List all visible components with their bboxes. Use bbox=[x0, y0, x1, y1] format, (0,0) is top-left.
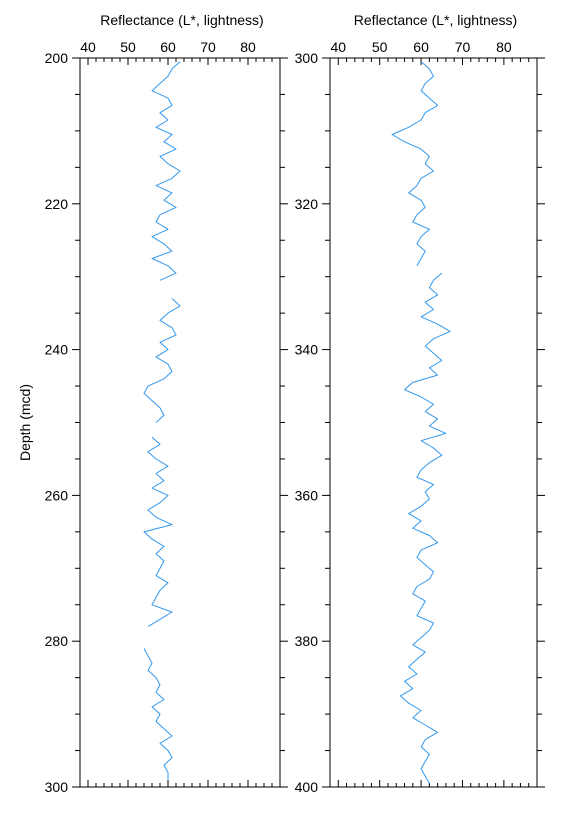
x-tick-label: 40 bbox=[80, 39, 96, 55]
x-tick-label: 60 bbox=[160, 39, 176, 55]
x-tick-label: 80 bbox=[496, 39, 512, 55]
y-tick-label: 380 bbox=[295, 633, 319, 649]
y-axis-title: Depth (mcd) bbox=[17, 384, 33, 461]
x-tick-label: 40 bbox=[330, 39, 346, 55]
y-tick-label: 260 bbox=[45, 487, 69, 503]
y-tick-label: 400 bbox=[295, 779, 319, 795]
x-tick-label: 80 bbox=[240, 39, 256, 55]
y-tick-label: 300 bbox=[295, 50, 319, 66]
reflectance-trace bbox=[143, 648, 173, 780]
y-tick-label: 340 bbox=[295, 342, 319, 358]
y-tick-label: 240 bbox=[45, 342, 69, 358]
reflectance-trace bbox=[143, 436, 173, 628]
x-tick-label: 50 bbox=[120, 39, 136, 55]
x-tick-label: 70 bbox=[200, 39, 216, 55]
x-axis-title: Reflectance (L*, lightness) bbox=[354, 12, 517, 28]
plot-frame bbox=[79, 57, 281, 788]
y-tick-label: 300 bbox=[45, 779, 69, 795]
x-axis-title: Reflectance (L*, lightness) bbox=[100, 12, 263, 28]
y-tick-label: 320 bbox=[295, 196, 319, 212]
y-tick-label: 200 bbox=[45, 50, 69, 66]
reflectance-trace bbox=[151, 61, 181, 281]
reflectance-trace bbox=[399, 272, 451, 784]
x-tick-label: 70 bbox=[455, 39, 471, 55]
reflectance-trace bbox=[143, 298, 181, 423]
y-tick-label: 220 bbox=[45, 196, 69, 212]
reflectance-trace bbox=[391, 61, 439, 267]
x-tick-label: 50 bbox=[372, 39, 388, 55]
x-tick-label: 60 bbox=[413, 39, 429, 55]
y-tick-label: 280 bbox=[45, 633, 69, 649]
y-tick-label: 360 bbox=[295, 487, 319, 503]
